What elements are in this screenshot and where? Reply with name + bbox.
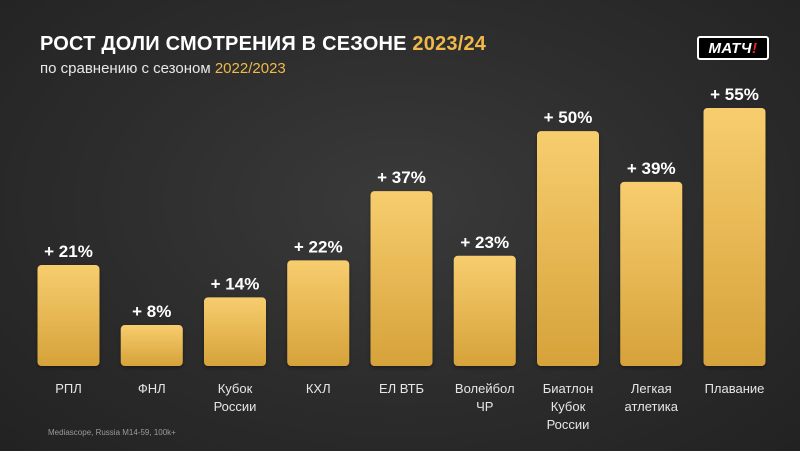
bar-value-label: + 21% xyxy=(44,242,93,261)
category-label: России xyxy=(214,399,257,414)
category-label: атлетика xyxy=(625,399,679,414)
value-labels-group: + 21% + 8% + 14% + 22% + 37% + 23% + 50% + 39% +… xyxy=(44,85,759,321)
category-label: РПЛ xyxy=(55,381,82,396)
category-label: ЧР xyxy=(476,399,493,414)
bar-value-label: + 22% xyxy=(294,237,343,256)
bar-value-label: + 14% xyxy=(211,274,260,293)
match-tv-logo: МАТЧ! xyxy=(697,36,769,60)
category-label: Плавание xyxy=(705,381,765,396)
bar xyxy=(537,131,599,366)
category-label: Кубок xyxy=(551,399,586,414)
bar-value-label: + 8% xyxy=(132,302,171,321)
category-label: Волейбол xyxy=(455,381,515,396)
bar-value-label: + 39% xyxy=(627,159,676,178)
bar-value-label: + 55% xyxy=(710,85,759,104)
category-label: ФНЛ xyxy=(138,381,166,396)
bar xyxy=(620,181,683,366)
bar xyxy=(370,191,433,366)
bar xyxy=(204,297,266,366)
bar xyxy=(37,265,100,366)
bar xyxy=(453,255,516,366)
category-label: КХЛ xyxy=(306,381,331,396)
subtitle-season: 2022/2023 xyxy=(214,60,286,77)
chart-title: РОСТ ДОЛИ СМОТРЕНИЯ В СЕЗОНЕ 2023/24 xyxy=(40,33,486,56)
category-label: Легкая xyxy=(631,381,672,396)
category-label: ЕЛ ВТБ xyxy=(379,381,424,396)
subtitle-main: по сравнению с сезоном xyxy=(40,60,215,77)
bar-value-label: + 23% xyxy=(460,233,509,252)
bar xyxy=(120,325,183,366)
bar-value-label: + 50% xyxy=(544,108,593,127)
bar xyxy=(287,260,350,366)
category-label: России xyxy=(547,417,590,432)
bar-value-label: + 37% xyxy=(377,168,426,187)
category-label: Биатлон xyxy=(543,381,594,396)
logo-mark: ! xyxy=(752,39,758,57)
bars-group xyxy=(37,108,766,366)
chart-subtitle: по сравнению с сезоном 2022/2023 xyxy=(40,60,286,77)
bar xyxy=(703,108,766,366)
source-note: Mediascope, Russia M14-59, 100k+ xyxy=(48,428,176,437)
logo-text: МАТЧ xyxy=(708,39,753,57)
title-season: 2023/24 xyxy=(412,33,487,55)
title-main: РОСТ ДОЛИ СМОТРЕНИЯ В СЕЗОНЕ xyxy=(40,33,413,55)
category-label: Кубок xyxy=(218,381,253,396)
category-labels-group: РПЛ ФНЛ Кубок России КХЛ ЕЛ ВТБ Волейбол ЧР Биат… xyxy=(55,381,764,432)
